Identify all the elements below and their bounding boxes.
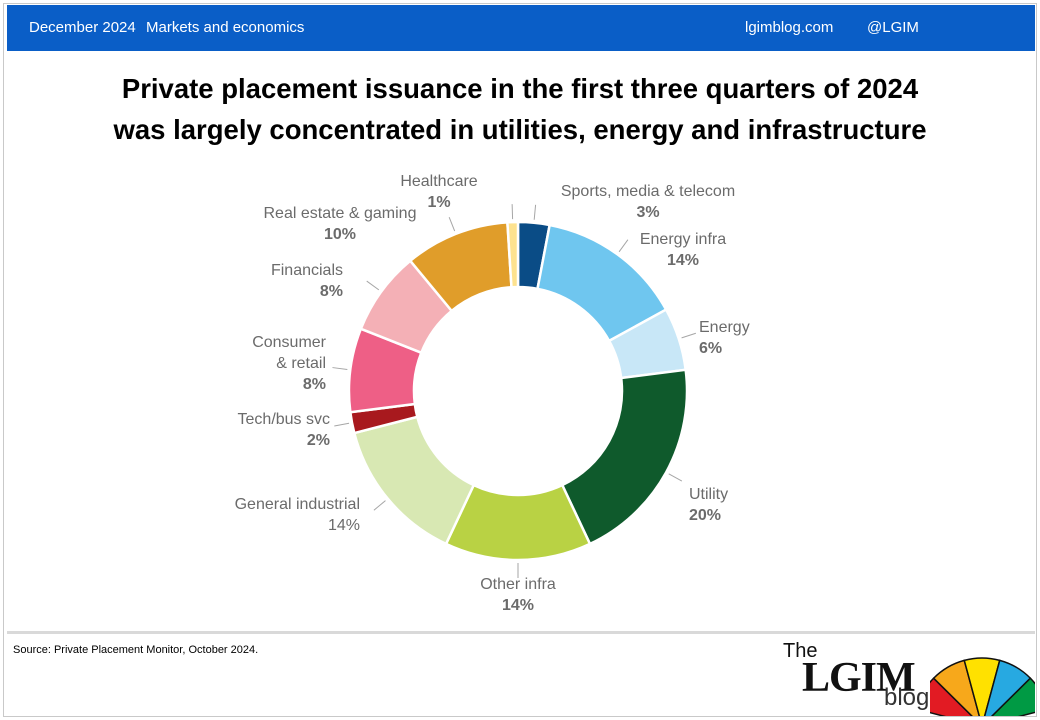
leader-line [332, 367, 348, 370]
leader-line [334, 422, 350, 427]
header-site-link[interactable]: lgimblog.com [745, 19, 834, 36]
header-topic-link[interactable]: Markets and economics [146, 19, 305, 36]
label-financials: Financials 8% [220, 260, 343, 302]
label-tech-pct: 2% [306, 432, 330, 449]
label-energy-pct: 6% [699, 340, 723, 357]
label-utility-name: Utility [689, 486, 729, 503]
label-other-infra-name: Other infra [480, 576, 556, 593]
label-healthcare-name: Healthcare [400, 173, 478, 190]
label-real-estate-gaming: Real estate & gaming 10% [240, 203, 440, 245]
slide-frame [3, 3, 1037, 717]
label-consumer-pct: 8% [302, 376, 326, 393]
leader-line [373, 500, 386, 511]
umbrella-icon [930, 657, 1035, 716]
leader-line [366, 280, 380, 291]
label-sports-pct: 3% [636, 204, 660, 221]
donut-slice-healthcare [506, 220, 520, 289]
label-energy-infra-pct: 14% [666, 252, 700, 269]
logo-lgim-text: LGIM [802, 655, 916, 701]
label-consumer-retail: Consumer & retail 8% [220, 332, 326, 395]
label-general-industrial-name: General industrial [234, 496, 360, 513]
label-utility-pct: 20% [689, 507, 722, 524]
header-handle-link[interactable]: @LGIM [867, 19, 919, 36]
label-general-industrial: General industrial 14% [200, 494, 360, 536]
label-financials-name: Financials [270, 262, 343, 279]
source-note: Source: Private Placement Monitor, Octob… [13, 644, 259, 656]
label-other-infra-pct: 14% [501, 597, 535, 614]
label-energy-infra-name: Energy infra [639, 231, 727, 248]
donut-slice-utility [560, 368, 689, 546]
label-general-industrial-pct: 14% [327, 517, 360, 534]
label-energy: Energy 6% [699, 317, 769, 359]
leader-line [681, 332, 697, 339]
header-bar: December 2024 Markets and economics lgim… [7, 5, 1035, 51]
chart-title: Private placement issuance in the first … [20, 68, 1020, 150]
label-tech-name: Tech/bus svc [237, 411, 330, 428]
label-financials-pct: 8% [319, 283, 343, 300]
logo-the-text: The [783, 640, 818, 662]
leader-line [618, 239, 629, 253]
leader-line [668, 473, 683, 482]
label-real-estate-name: Real estate & gaming [263, 205, 417, 222]
logo-blog-text: blog [884, 684, 930, 711]
chart-title-line-2: was largely concentrated in utilities, e… [113, 114, 927, 145]
label-sports-name: Sports, media & telecom [560, 183, 736, 200]
label-energy-name: Energy [699, 319, 750, 336]
label-consumer-line-1: Consumer [252, 334, 326, 351]
label-other-infra: Other infra 14% [458, 574, 578, 616]
label-consumer-line-2: & retail [276, 355, 326, 372]
label-sports-media-telecom: Sports, media & telecom 3% [548, 181, 748, 223]
label-utility: Utility 20% [689, 484, 759, 526]
donut-slice-general-industrial [352, 415, 476, 546]
lgim-blog-logo[interactable]: The LGIM blog [780, 638, 1035, 716]
label-healthcare-pct: 1% [427, 194, 451, 211]
label-energy-infra: Energy infra 14% [628, 229, 738, 271]
header-date: December 2024 [29, 19, 136, 36]
label-healthcare: Healthcare 1% [389, 171, 489, 213]
label-real-estate-pct: 10% [323, 226, 357, 243]
chart-title-line-1: Private placement issuance in the first … [121, 73, 919, 104]
footer-divider [7, 631, 1035, 634]
umbrella-panel [991, 677, 1035, 716]
leader-line [448, 216, 456, 232]
leader-line [533, 204, 537, 220]
label-tech-bus-svc: Tech/bus svc 2% [210, 409, 330, 451]
